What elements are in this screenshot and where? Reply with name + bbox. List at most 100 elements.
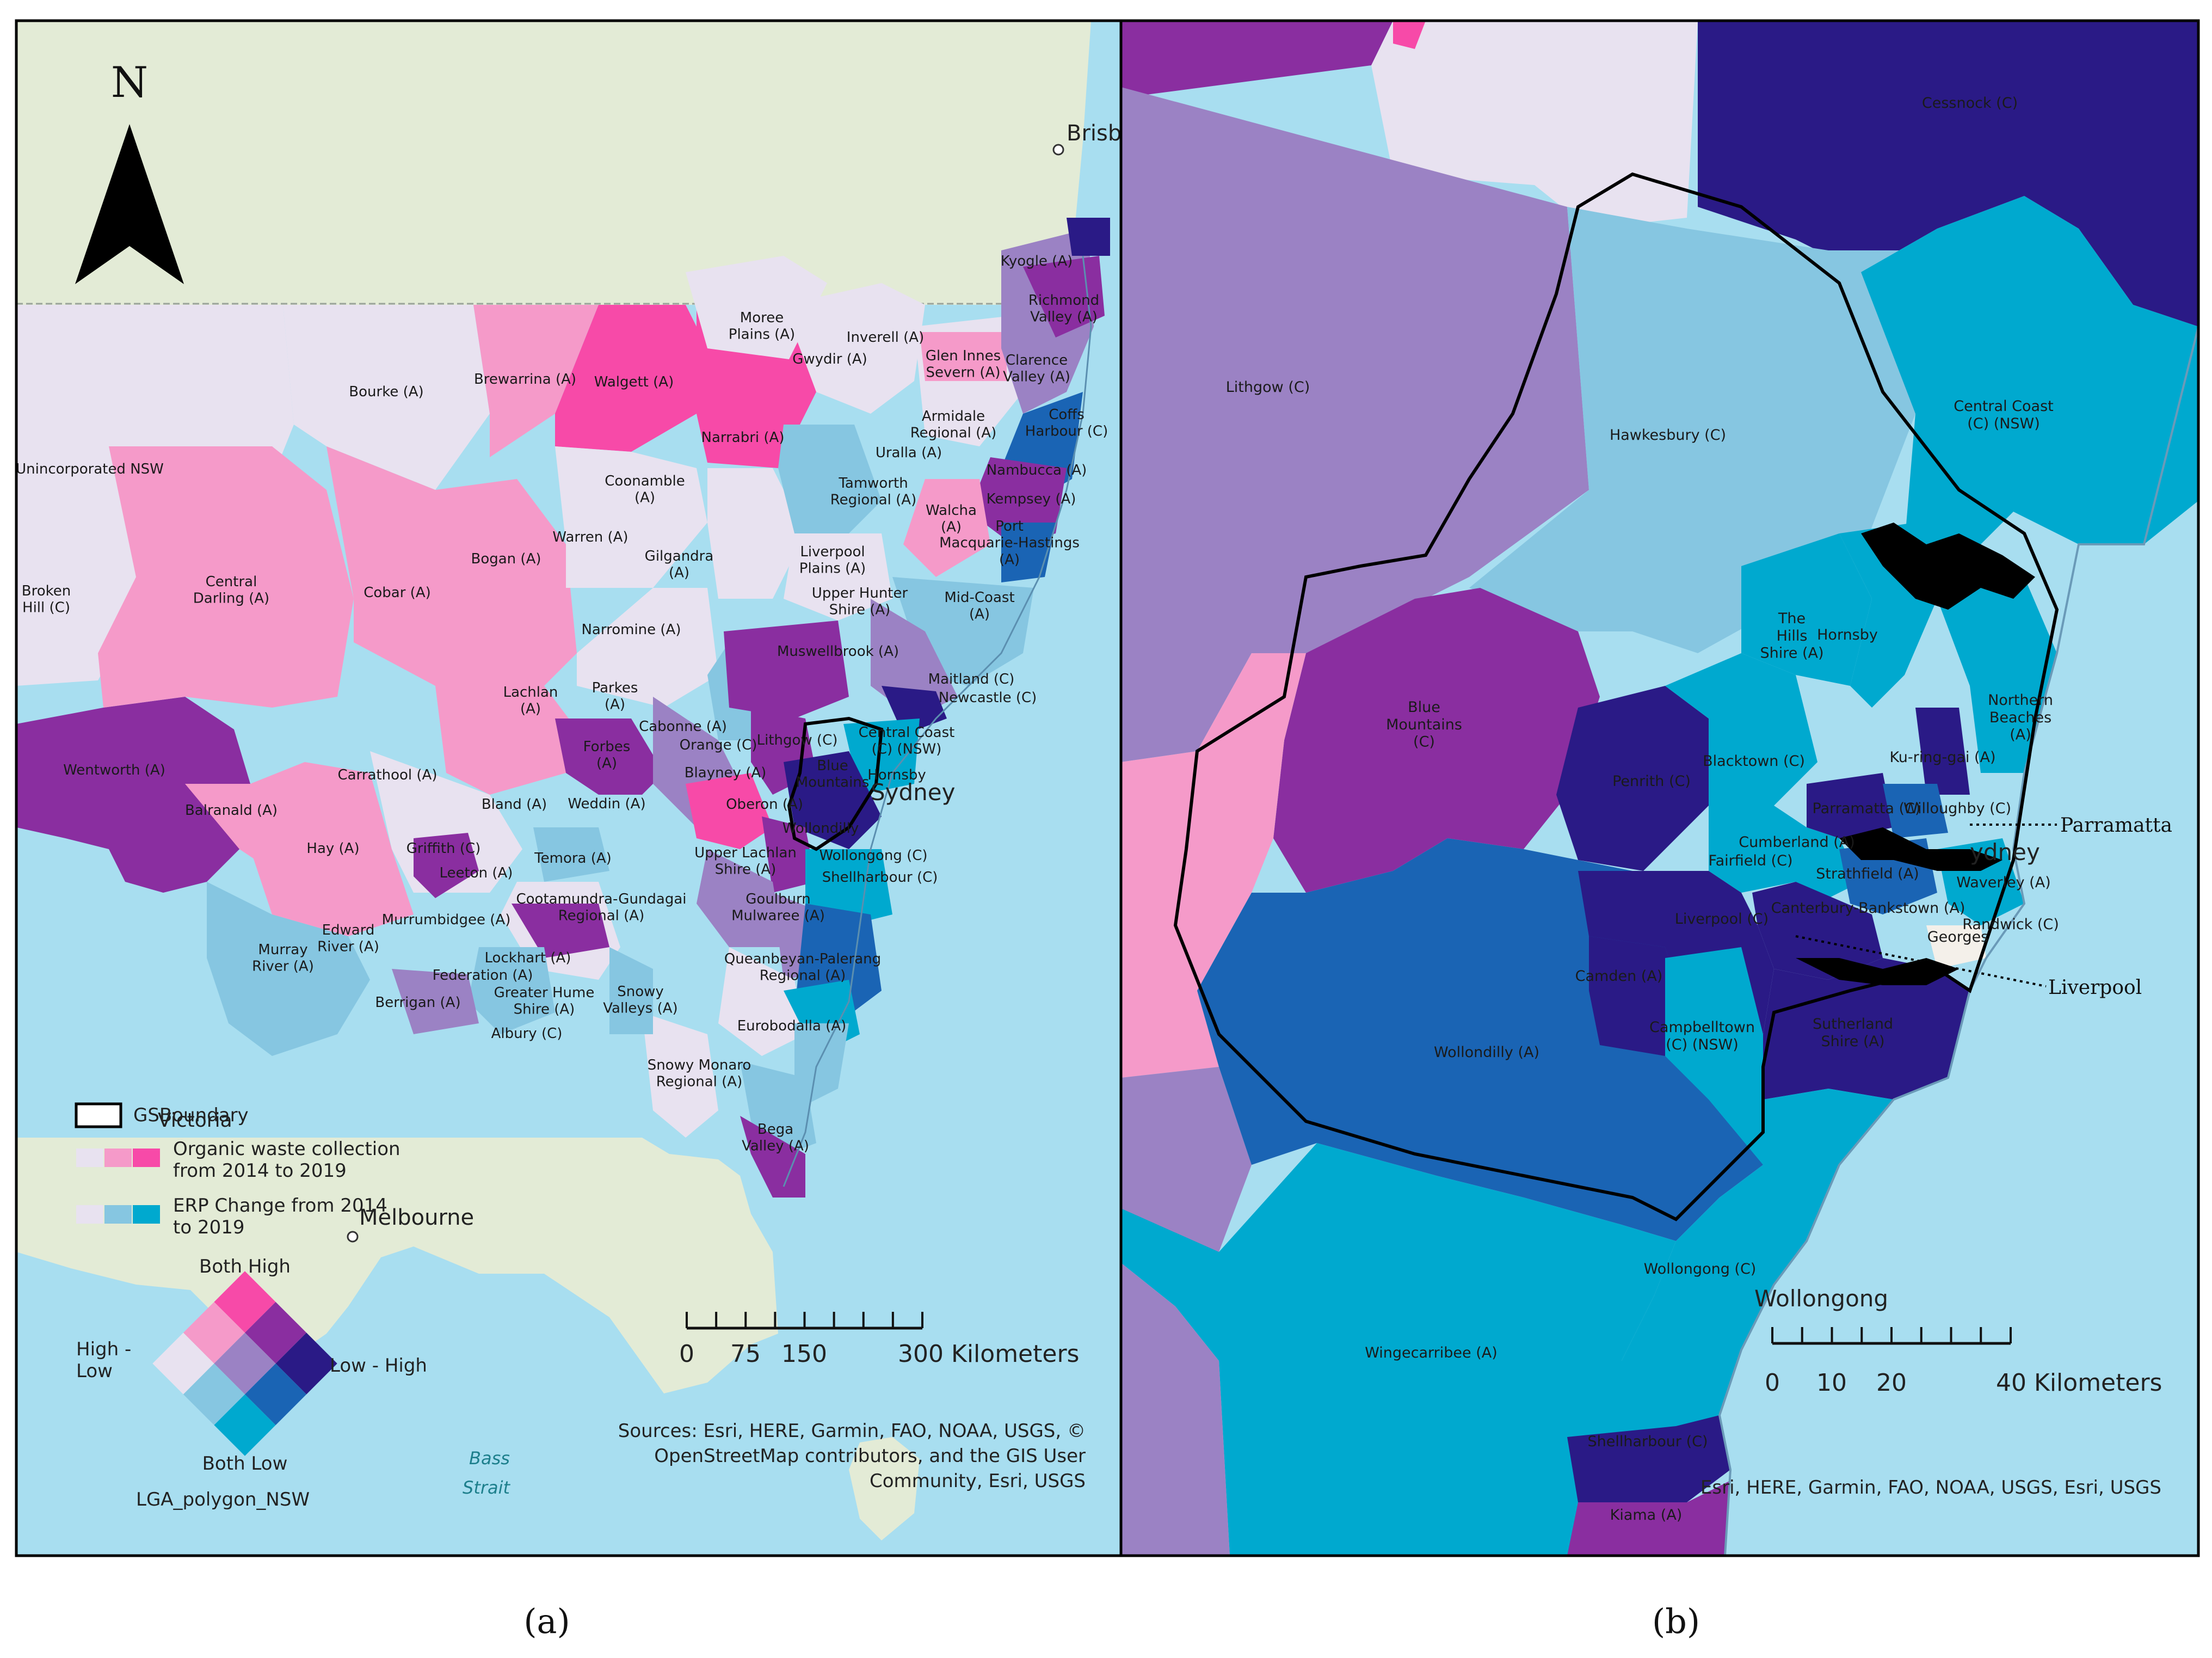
- key-label-both-low: Both Low: [202, 1453, 288, 1475]
- brisbane-dot: [1052, 144, 1064, 156]
- text-line: Regional (A): [760, 968, 846, 984]
- text-line: Carrathool (A): [338, 767, 438, 783]
- text-line: High -: [76, 1338, 131, 1360]
- panel-a-lga-label: Blayney (A): [685, 765, 767, 781]
- text-line: Strathfield (A): [1816, 865, 1919, 882]
- region-bega: [740, 1116, 805, 1198]
- text-line: Wollongong (C): [819, 848, 927, 864]
- text-line: Coffs: [1049, 407, 1085, 423]
- text-line: (A): [669, 565, 689, 581]
- key-label-low-high: Low - High: [330, 1355, 427, 1377]
- region-inverell: [784, 283, 925, 414]
- text-line: Valleys (A): [603, 1000, 677, 1017]
- text-line: Darling (A): [193, 591, 269, 607]
- text-line: Fairfield (C): [1709, 852, 1793, 869]
- text-line: Shire (A): [715, 862, 777, 878]
- text-line: Sutherland: [1813, 1016, 1893, 1033]
- text-line: Lachlan: [503, 684, 558, 701]
- text-line: The: [1778, 610, 1806, 627]
- panel-b-lga-label: Parramatta (C): [1813, 800, 1921, 817]
- panel-a-lga-label: Wollongong (C): [819, 848, 927, 864]
- panel-b-lga-label: Shellharbour (C): [1588, 1433, 1708, 1450]
- text-line: Blacktown (C): [1703, 753, 1805, 770]
- panel-a-lga-label: Federation (A): [433, 967, 533, 984]
- text-line: Nambucca (A): [987, 462, 1087, 478]
- text-line: Inverell (A): [847, 329, 924, 346]
- region-moree: [686, 256, 827, 359]
- panel-a-lga-label: Richmond Valley (A): [1028, 292, 1099, 326]
- text-line: Sources: Esri, HERE, Garmin, FAO, NOAA, …: [618, 1420, 1086, 1442]
- panel-a-lga-label: Wentworth (A): [63, 762, 165, 778]
- panel-a-lga-label: Forbes (A): [583, 739, 631, 772]
- text-line: Broken: [22, 583, 71, 599]
- b-region-hawkesbury: [1469, 207, 1915, 653]
- b-region-lithgow: [1121, 87, 1589, 762]
- panel-b-lga-label: Hawkesbury (C): [1610, 427, 1726, 444]
- parramatta-river: [1839, 827, 2002, 871]
- panel-a-lga-label: Bega Valley (A): [742, 1121, 809, 1155]
- text-line: Harbour (C): [1025, 423, 1108, 440]
- region-liverpool-plains: [784, 533, 892, 621]
- text-line: Murray: [258, 942, 307, 958]
- panel-a-lga-label: Hay (A): [306, 840, 359, 857]
- region-queanbeyan: [718, 947, 805, 1056]
- bass-strait-label-1: Bass: [469, 1448, 510, 1469]
- text-line: Lockhart (A): [485, 950, 571, 966]
- text-line: Blue: [1408, 699, 1440, 716]
- b-region-kiama: [1567, 1481, 1730, 1556]
- region-coonamble: [555, 446, 707, 588]
- text-line: Shire (A): [1821, 1033, 1885, 1050]
- region-central-darling: [98, 446, 354, 708]
- text-line: Parramatta (C): [1813, 800, 1921, 817]
- b-region-campbelltown: [1665, 947, 1763, 1100]
- panel-a-lga-label: Nambucca (A): [987, 462, 1087, 478]
- region-muswellbrook: [724, 621, 849, 719]
- text-line: Waverley (A): [1956, 874, 2050, 891]
- georges-river: [1796, 958, 1959, 985]
- text-line: Regional (A): [910, 425, 997, 441]
- panel-b-sources: Esri, HERE, Garmin, FAO, NOAA, USGS, Esr…: [1700, 1477, 2161, 1499]
- legend-erp-high: [133, 1205, 160, 1224]
- panel-b-lga-label: Kiama (A): [1610, 1507, 1683, 1524]
- panel-a-lga-label: Armidale Regional (A): [910, 408, 997, 441]
- text-line: Cabonne (A): [639, 719, 727, 735]
- panel-a-lga-label: Snowy Monaro Regional (A): [648, 1057, 751, 1090]
- legend-organic-label: Organic waste collection from 2014 to 201…: [173, 1138, 400, 1182]
- text-line: Ku-ring-gai (A): [1889, 749, 1995, 766]
- text-line: Community, Esri, USGS: [870, 1470, 1086, 1492]
- text-line: from 2014 to 2019: [173, 1160, 347, 1182]
- text-line: Coonamble: [605, 473, 685, 489]
- panel-b-coastline: [1718, 326, 2199, 1556]
- panel-a-lga-label: Cobar (A): [363, 585, 431, 601]
- region-orange-blayney: [686, 773, 773, 849]
- region-glen-innes: [920, 332, 1007, 381]
- text-line: Regional (A): [656, 1074, 743, 1090]
- text-line: Regional (A): [830, 492, 917, 508]
- b-region-central-coast: [1861, 196, 2198, 599]
- text-line: Wollongong (C): [1644, 1261, 1757, 1278]
- region-walcha: [903, 479, 990, 577]
- scale-bar-b-minor-ticks: [1771, 1327, 2012, 1343]
- legend-organic-high: [133, 1149, 160, 1167]
- panel-a-lga-label: Narrabri (A): [701, 429, 785, 446]
- text-line: Moree: [740, 310, 784, 326]
- panel-a-lga-label: Upper Lachlan Shire (A): [694, 845, 797, 878]
- text-line: Central Coast: [859, 724, 955, 741]
- panel-a-lga-label: Tamworth Regional (A): [830, 475, 917, 508]
- panel-a-lga-label: Cabonne (A): [639, 719, 727, 735]
- text-line: Wingecarribee (A): [1365, 1344, 1498, 1361]
- panel-a-lga-label: Broken Hill (C): [22, 583, 71, 616]
- scale-a-tick-75: 75: [730, 1340, 761, 1368]
- text-line: Uralla (A): [876, 445, 942, 461]
- region-oberon: [762, 816, 816, 893]
- b-region-mauve-sw: [1121, 1067, 1252, 1263]
- text-line: Port: [995, 518, 1024, 535]
- text-line: Narromine (A): [581, 622, 681, 638]
- panel-b-lga-label: Cumberland (A): [1739, 834, 1855, 851]
- panel-b-lga-label: Blue Mountains (C): [1386, 699, 1462, 751]
- text-line: Wollondilly: [782, 820, 859, 837]
- region-tweed: [1067, 218, 1110, 256]
- text-line: Upper Lachlan: [694, 845, 797, 861]
- text-line: Bega: [757, 1121, 793, 1138]
- text-line: Goulburn: [745, 891, 810, 907]
